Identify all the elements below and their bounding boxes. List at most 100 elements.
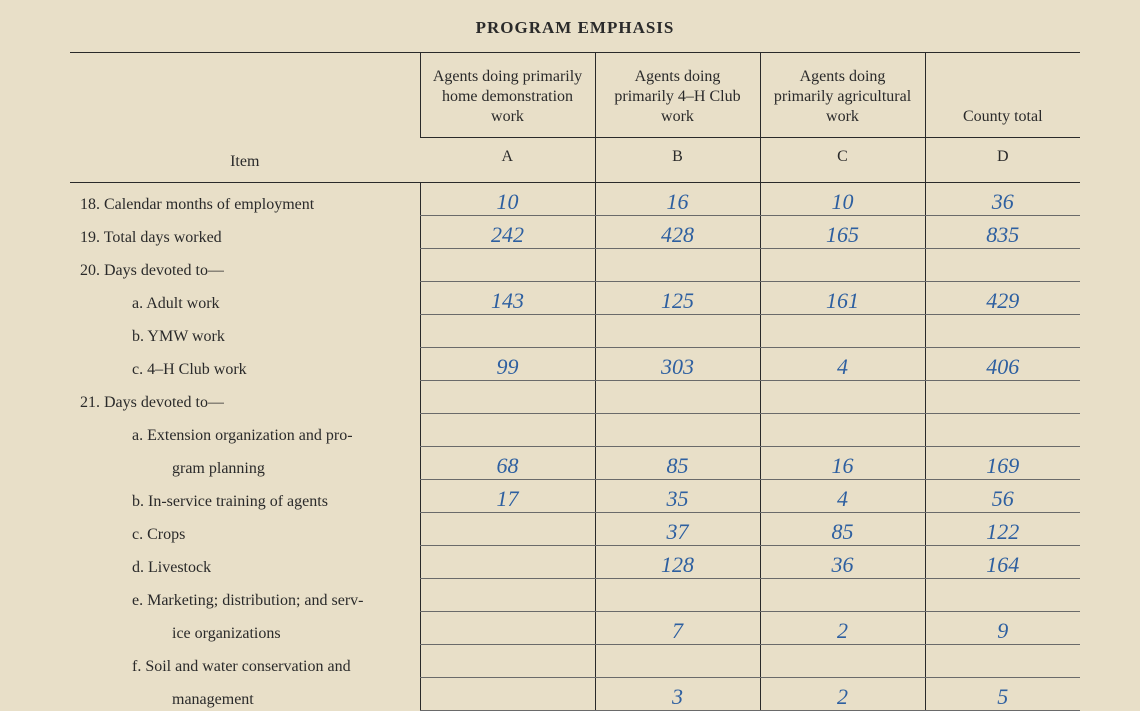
table-row: a. Adult work 143 125 161 429 (70, 282, 1080, 315)
cell (420, 645, 595, 678)
cell (420, 249, 595, 282)
cell (925, 315, 1080, 348)
table-row: management 3 2 5 (70, 678, 1080, 711)
cell: 4 (760, 348, 925, 381)
table-row: f. Soil and water conservation and (70, 645, 1080, 678)
cell: 2 (760, 612, 925, 645)
cell (595, 249, 760, 282)
row-label: b. YMW work (80, 328, 225, 346)
cell: 5 (925, 678, 1080, 711)
cell: 122 (925, 513, 1080, 546)
cell (420, 546, 595, 579)
cell (760, 579, 925, 612)
page-title: PROGRAM EMPHASIS (70, 18, 1080, 38)
cell (925, 249, 1080, 282)
cell (925, 414, 1080, 447)
row-label: a. Extension organization and pro- (80, 427, 353, 445)
row-label: f. Soil and water conservation and (80, 658, 351, 676)
row-label: e. Marketing; distribution; and serv- (80, 592, 364, 610)
row-label: d. Livestock (80, 559, 211, 577)
table-row: 18. Calendar months of employment 10 16 … (70, 183, 1080, 216)
cell: 17 (420, 480, 595, 513)
cell (420, 414, 595, 447)
table-row: 19. Total days worked 242 428 165 835 (70, 216, 1080, 249)
row-label: ice organizations (80, 625, 281, 643)
cell: 429 (925, 282, 1080, 315)
cell (595, 381, 760, 414)
cell: 303 (595, 348, 760, 381)
cell: 16 (595, 183, 760, 216)
cell: 164 (925, 546, 1080, 579)
cell (420, 678, 595, 711)
table-row: e. Marketing; distribution; and serv- (70, 579, 1080, 612)
row-label: c. Crops (80, 526, 185, 544)
cell: 143 (420, 282, 595, 315)
cell (420, 579, 595, 612)
table-row: b. YMW work (70, 315, 1080, 348)
col-letter-A: A (420, 138, 595, 183)
cell: 10 (420, 183, 595, 216)
row-label: 21. Days devoted to— (80, 394, 224, 412)
col-letter-C: C (760, 138, 925, 183)
cell: 35 (595, 480, 760, 513)
table-row: b. In-service training of agents 17 35 4… (70, 480, 1080, 513)
cell (595, 645, 760, 678)
cell (595, 414, 760, 447)
cell: 7 (595, 612, 760, 645)
cell: 125 (595, 282, 760, 315)
col-header-A: Agents doing primarily home demonstratio… (420, 53, 595, 138)
table-row: d. Livestock 128 36 164 (70, 546, 1080, 579)
cell (420, 381, 595, 414)
cell: 3 (595, 678, 760, 711)
cell: 56 (925, 480, 1080, 513)
table-row: 21. Days devoted to— (70, 381, 1080, 414)
cell (595, 315, 760, 348)
cell: 165 (760, 216, 925, 249)
cell: 128 (595, 546, 760, 579)
col-header-B: Agents doing primarily 4–H Club work (595, 53, 760, 138)
cell (760, 414, 925, 447)
row-label: b. In-service training of agents (80, 493, 328, 511)
table-row: a. Extension organization and pro- (70, 414, 1080, 447)
cell: 68 (420, 447, 595, 480)
cell (925, 645, 1080, 678)
cell: 169 (925, 447, 1080, 480)
cell: 36 (760, 546, 925, 579)
cell: 10 (760, 183, 925, 216)
cell (925, 579, 1080, 612)
table-row: c. Crops 37 85 122 (70, 513, 1080, 546)
row-label: a. Adult work (80, 295, 220, 313)
row-label: 18. Calendar months of employment (80, 196, 314, 214)
table-row: ice organizations 7 2 9 (70, 612, 1080, 645)
cell: 85 (595, 447, 760, 480)
cell: 428 (595, 216, 760, 249)
cell (420, 315, 595, 348)
cell (420, 612, 595, 645)
cell (420, 513, 595, 546)
cell (760, 315, 925, 348)
cell (760, 381, 925, 414)
cell: 36 (925, 183, 1080, 216)
cell (595, 579, 760, 612)
col-header-D: County total (925, 53, 1080, 138)
cell: 9 (925, 612, 1080, 645)
row-label: 19. Total days worked (80, 229, 222, 247)
col-header-item: Item (70, 53, 420, 183)
cell: 161 (760, 282, 925, 315)
cell: 16 (760, 447, 925, 480)
row-label: 20. Days devoted to— (80, 262, 224, 280)
cell: 406 (925, 348, 1080, 381)
program-emphasis-table: Item Agents doing primarily home demonst… (70, 52, 1080, 711)
table-row: 20. Days devoted to— (70, 249, 1080, 282)
cell (760, 645, 925, 678)
row-label: management (80, 691, 254, 709)
col-letter-D: D (925, 138, 1080, 183)
cell: 242 (420, 216, 595, 249)
table-row: c. 4–H Club work 99 303 4 406 (70, 348, 1080, 381)
col-header-C: Agents doing primarily agricultural work (760, 53, 925, 138)
cell: 85 (760, 513, 925, 546)
row-label: c. 4–H Club work (80, 361, 247, 379)
col-letter-B: B (595, 138, 760, 183)
cell (925, 381, 1080, 414)
cell (760, 249, 925, 282)
